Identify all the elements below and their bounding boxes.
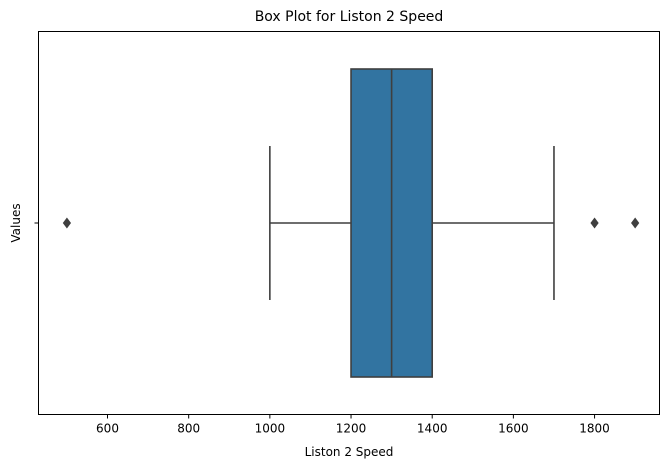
- y-axis-label: Values: [9, 203, 23, 242]
- x-tick-label: 1200: [336, 422, 367, 436]
- outlier-point: [631, 217, 640, 229]
- x-tick-label: 1600: [498, 422, 529, 436]
- box-group: [350, 68, 434, 378]
- x-axis-label: Liston 2 Speed: [305, 445, 394, 459]
- outlier-point: [590, 217, 599, 229]
- outliers: [62, 217, 640, 229]
- x-tick-label: 600: [96, 422, 119, 436]
- x-tick-label: 800: [177, 422, 200, 436]
- whiskers: [269, 146, 555, 300]
- x-tick-label: 1800: [579, 422, 610, 436]
- x-tick-label: 1400: [417, 422, 448, 436]
- x-axis-ticks: 600 800 1000 1200 1400 1600 1800: [96, 414, 610, 436]
- plot-area: [62, 68, 640, 378]
- outlier-point: [62, 217, 72, 229]
- x-tick-label: 1000: [255, 422, 286, 436]
- chart-title: Box Plot for Liston 2 Speed: [255, 9, 444, 25]
